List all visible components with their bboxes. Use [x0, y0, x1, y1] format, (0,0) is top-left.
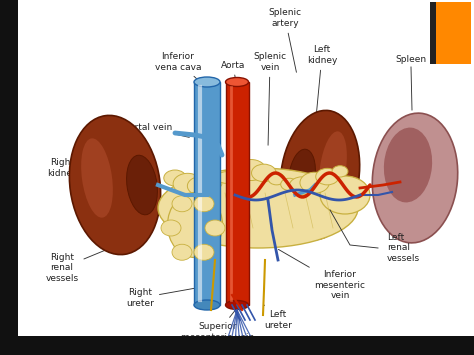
Ellipse shape: [172, 244, 192, 260]
Text: Left
renal
vessels: Left renal vessels: [387, 233, 420, 263]
Ellipse shape: [227, 163, 250, 180]
Ellipse shape: [205, 220, 225, 236]
Ellipse shape: [164, 170, 186, 186]
Bar: [0, 0, 18, 355]
Ellipse shape: [194, 196, 214, 212]
Text: Figure 64.1: Figure 64.1: [18, 338, 90, 348]
Text: Splenic
vein: Splenic vein: [254, 52, 287, 145]
Ellipse shape: [161, 220, 181, 236]
Text: Left
kidney: Left kidney: [307, 45, 337, 115]
Ellipse shape: [127, 155, 157, 215]
Ellipse shape: [384, 127, 432, 202]
Ellipse shape: [372, 113, 458, 243]
Ellipse shape: [319, 131, 347, 205]
Ellipse shape: [172, 196, 192, 212]
Bar: [430, 2, 436, 64]
Ellipse shape: [320, 176, 370, 214]
Text: Superior
mesenteric vein: Superior mesenteric vein: [182, 310, 255, 342]
Ellipse shape: [167, 192, 222, 257]
Ellipse shape: [187, 177, 213, 195]
Text: Left
ureter: Left ureter: [264, 305, 292, 330]
Ellipse shape: [204, 177, 222, 190]
Ellipse shape: [281, 178, 298, 190]
Text: Aorta: Aorta: [221, 60, 245, 85]
Ellipse shape: [226, 300, 248, 310]
Ellipse shape: [316, 168, 339, 185]
Text: Portal vein: Portal vein: [124, 124, 189, 137]
Text: Inferior
mesenteric
vein: Inferior mesenteric vein: [278, 250, 365, 300]
Ellipse shape: [252, 164, 276, 182]
Text: Right
ureter: Right ureter: [126, 285, 210, 308]
Ellipse shape: [194, 77, 220, 87]
Bar: [226, 82, 249, 305]
Ellipse shape: [69, 115, 161, 255]
Text: Right
kidney: Right kidney: [47, 158, 97, 178]
Bar: [0, 336, 474, 355]
Ellipse shape: [300, 172, 329, 193]
Ellipse shape: [218, 172, 234, 183]
Ellipse shape: [194, 300, 220, 310]
Ellipse shape: [173, 173, 202, 194]
Ellipse shape: [194, 244, 214, 260]
Ellipse shape: [332, 166, 348, 177]
Text: Spleen: Spleen: [395, 55, 426, 65]
Ellipse shape: [158, 168, 358, 248]
Ellipse shape: [289, 149, 315, 203]
Ellipse shape: [226, 77, 248, 87]
Ellipse shape: [81, 138, 113, 218]
Bar: [194, 82, 220, 305]
Ellipse shape: [268, 173, 285, 185]
Text: Splenic
artery: Splenic artery: [268, 8, 301, 72]
Bar: [435, 2, 471, 64]
Ellipse shape: [289, 177, 315, 195]
Ellipse shape: [280, 110, 360, 240]
Text: Right
renal
vessels: Right renal vessels: [46, 241, 128, 283]
Text: Inferior
vena cava: Inferior vena cava: [155, 52, 205, 86]
Ellipse shape: [237, 159, 266, 181]
Text: The posterior relations of the pancreas.: The posterior relations of the pancreas.: [85, 338, 312, 348]
